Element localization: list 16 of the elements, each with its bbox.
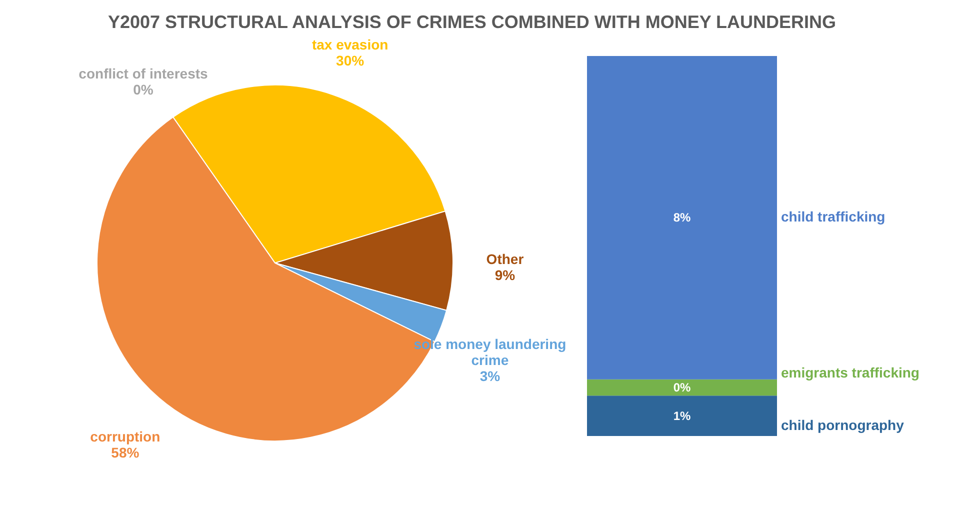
data-label: 9% [494,266,516,283]
slice-label: tax evasion [312,36,388,53]
series-label: emigrants trafficking [781,364,920,380]
category-label: conflict of interests [78,65,208,82]
data-label: 58% [111,444,140,461]
data-label: 8% [673,210,691,225]
text: 0% [133,81,154,98]
chart-title: Y2007 STRUCTURAL ANALYSIS OF CRIMES COMBINED WITH MONEY LAUNDERING [106,12,838,33]
series-label: child trafficking [781,208,886,225]
data-label: 30% [336,52,365,69]
data-label: 1% [673,408,691,423]
series-label: child pornography [781,416,904,433]
slice-label: Other [486,250,524,267]
data-label: 0% [673,380,691,394]
slice-label: corruption [90,428,160,445]
data-label: 3% [480,368,501,384]
